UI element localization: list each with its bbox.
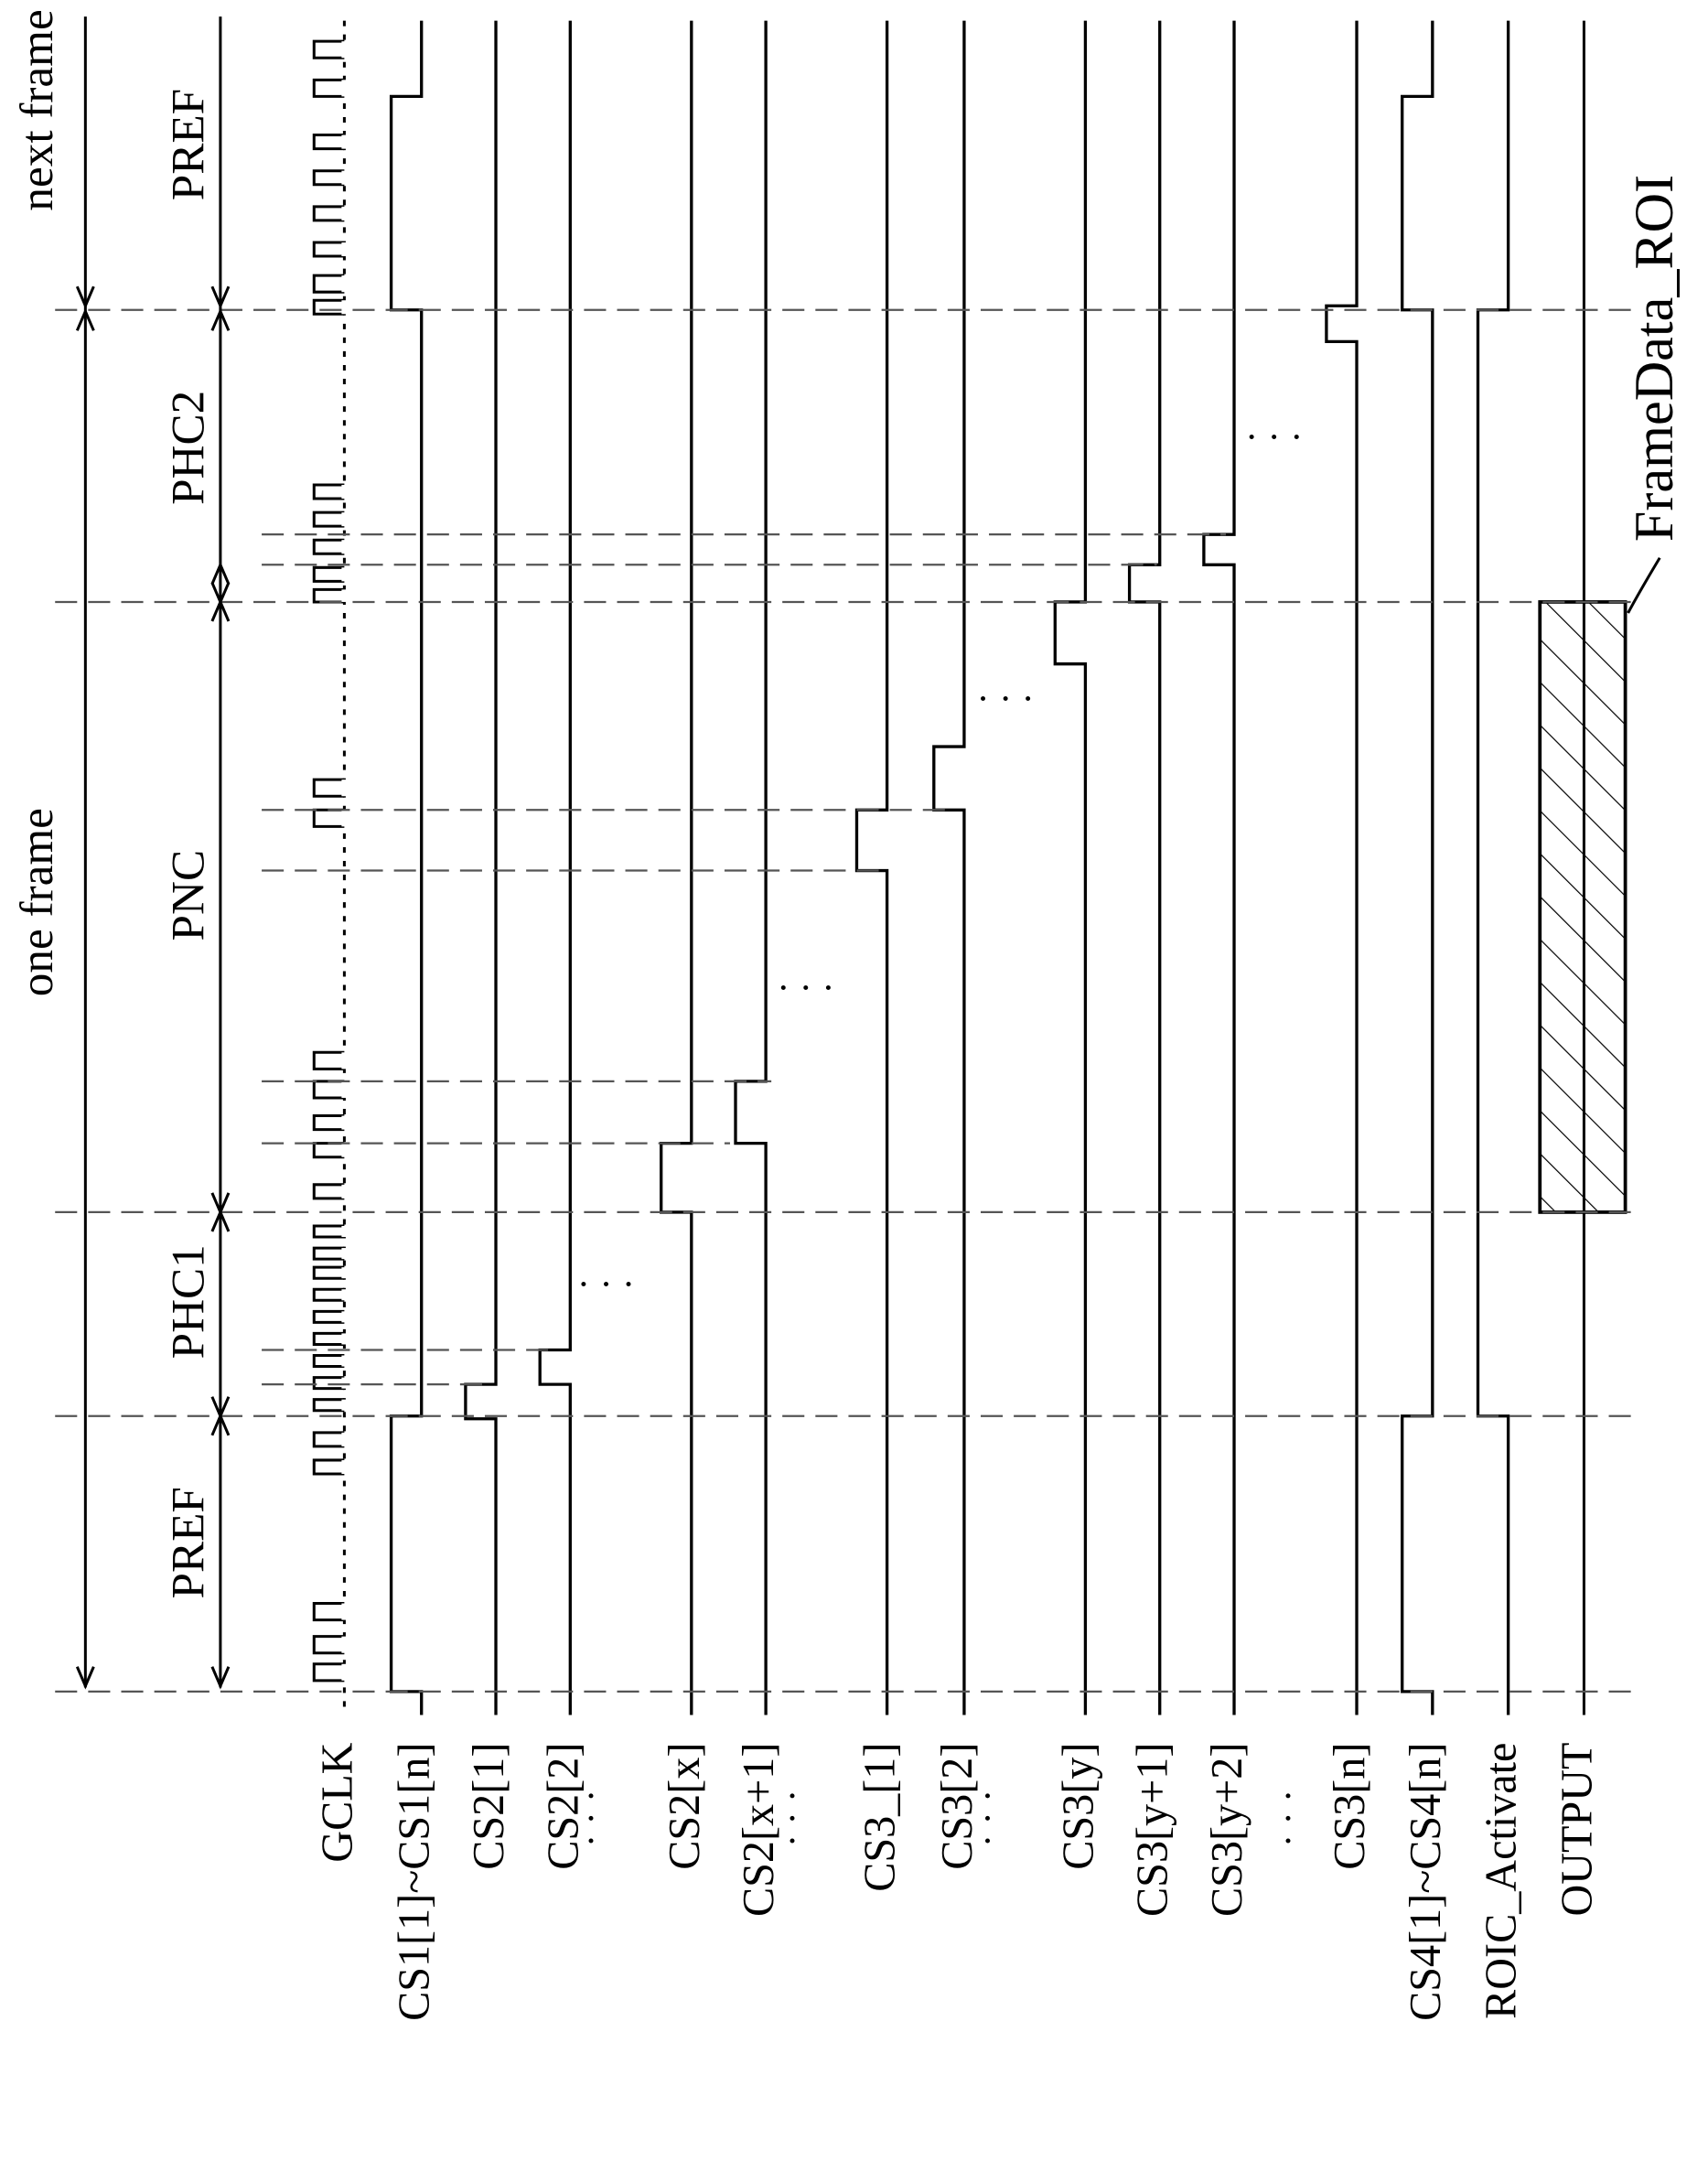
time-markers bbox=[55, 308, 1639, 1693]
frame-arrows bbox=[75, 16, 231, 1690]
one-frame-label: one frame bbox=[11, 808, 63, 996]
signal-traces bbox=[312, 20, 1585, 1715]
framedata-roi-block bbox=[1538, 600, 1627, 1214]
ellipsis-4: · · · bbox=[1267, 1790, 1310, 1847]
signal-label-cs2-x1: CS2[x+1] bbox=[735, 1743, 783, 1917]
signal-label-cs2-1: CS2[1] bbox=[465, 1743, 513, 1870]
cs3-y2-trace bbox=[1202, 20, 1236, 1715]
phase-label-phc2: PHC2 bbox=[163, 391, 215, 505]
cs2-x-trace bbox=[660, 20, 693, 1715]
signal-label-cs3-y: CS3[y] bbox=[1054, 1743, 1102, 1870]
signal-label-cs3-2: CS3[2] bbox=[933, 1743, 982, 1870]
cs2-2-trace bbox=[538, 20, 572, 1715]
framedata-roi-annotation: FrameData_ROI bbox=[1624, 175, 1685, 614]
signal-label-gclk: GCLK bbox=[313, 1742, 361, 1862]
signal-label-cs1-all: CS1[1]~CS1[n] bbox=[391, 1743, 439, 2021]
ellipsis-1: · · · bbox=[570, 1790, 613, 1847]
signal-label-cs3-n: CS3[n] bbox=[1326, 1743, 1374, 1870]
signal-label-cs3-y1: CS3[y+1] bbox=[1129, 1743, 1177, 1917]
cs1-all-trace bbox=[389, 20, 424, 1715]
cs3-n-trace bbox=[1325, 20, 1359, 1715]
roic-activate-trace bbox=[1476, 20, 1510, 1715]
cs2-x1-trace bbox=[734, 20, 768, 1715]
phase-label-pref-1: PREF bbox=[163, 1487, 215, 1598]
cs3-y1-trace bbox=[1127, 20, 1162, 1715]
cs3-2-trace bbox=[932, 20, 966, 1715]
phase-label-pref-2: PREF bbox=[163, 89, 215, 200]
ellipsis-7: · · · bbox=[977, 678, 1035, 721]
ellipsis-3: · · · bbox=[967, 1790, 1010, 1847]
next-frame-label: next frame bbox=[11, 9, 63, 210]
signal-label-cs3-1: CS3_[1] bbox=[856, 1743, 905, 1892]
cs2-1-trace bbox=[464, 20, 498, 1715]
cs3-1-trace bbox=[854, 20, 889, 1715]
signal-label-cs4-all: CS4[1]~CS4[n] bbox=[1402, 1743, 1450, 2021]
phase-label-pnc: PNC bbox=[163, 850, 215, 941]
ellipsis-5: · · · bbox=[577, 1263, 635, 1306]
signal-label-output: OUTPUT bbox=[1552, 1743, 1601, 1917]
signal-label-roic-activate: ROIC_Activate bbox=[1477, 1743, 1526, 2019]
cs3-y-trace bbox=[1053, 20, 1088, 1715]
ellipsis-2: · · · bbox=[771, 1790, 814, 1847]
gclk-trace bbox=[312, 20, 348, 1715]
ellipsis-6: · · · bbox=[777, 967, 834, 1010]
cs4-all-trace bbox=[1401, 20, 1434, 1715]
ellipsis-8: · · · bbox=[1245, 415, 1303, 458]
framedata-roi-label: FrameData_ROI bbox=[1624, 175, 1685, 542]
signal-label-cs3-y2: CS3[y+2] bbox=[1203, 1743, 1251, 1917]
phase-label-phc1: PHC1 bbox=[163, 1244, 215, 1359]
signal-label-cs2-2: CS2[2] bbox=[539, 1743, 587, 1870]
signal-label-cs2-x: CS2[x] bbox=[661, 1743, 709, 1870]
